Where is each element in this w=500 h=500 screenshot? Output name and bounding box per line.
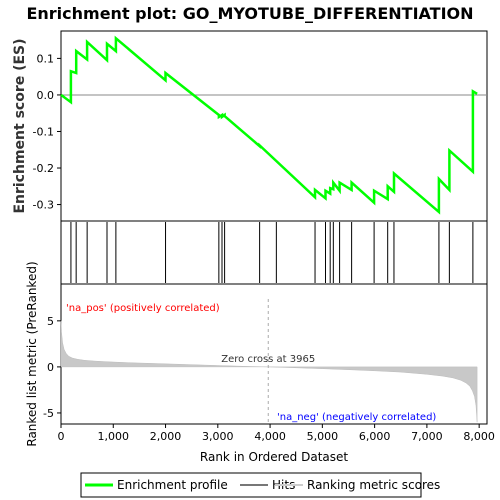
es-y-tick-label: -0.2 bbox=[33, 162, 54, 175]
negative-correlated-label: 'na_neg' (negatively correlated) bbox=[277, 412, 436, 423]
es-y-tick-label: 0.1 bbox=[37, 52, 55, 65]
ranking-y-ticks: -5 0 5 bbox=[43, 315, 61, 420]
legend-ranking-label: Ranking metric scores bbox=[307, 478, 440, 492]
x-tick-label: 5,000 bbox=[307, 430, 339, 443]
x-axis-label: Rank in Ordered Dataset bbox=[200, 450, 348, 464]
x-tick-label: 1,000 bbox=[98, 430, 130, 443]
x-tick-label: 8,000 bbox=[463, 430, 495, 443]
zero-cross-label: Zero cross at 3965 bbox=[221, 354, 315, 365]
ranking-y-tick-label: -5 bbox=[43, 407, 54, 420]
es-y-tick-label: -0.3 bbox=[33, 199, 54, 212]
ranking-y-tick-label: 5 bbox=[47, 315, 54, 328]
x-tick-label: 6,000 bbox=[359, 430, 391, 443]
es-panel-frame bbox=[60, 30, 488, 222]
enrichment-profile-line bbox=[60, 35, 478, 215]
hit-lines bbox=[70, 222, 474, 283]
chart-title: Enrichment plot: GO_MYOTUBE_DIFFERENTIAT… bbox=[26, 4, 473, 23]
x-tick-label: 2,000 bbox=[150, 430, 182, 443]
ranking-x-ticks: 0 1,000 2,000 3,000 4,000 5,000 6,000 7,000 8,00… bbox=[58, 424, 495, 443]
x-tick-label: 7,000 bbox=[411, 430, 443, 443]
legend-enrichment-label: Enrichment profile bbox=[117, 478, 228, 492]
es-y-axis-label: Enrichment score (ES) bbox=[12, 38, 28, 213]
es-y-tick-label: 0.0 bbox=[37, 89, 55, 102]
es-y-ticks: -0.3 -0.2 -0.1 0.0 0.1 bbox=[33, 52, 61, 212]
ranking-y-tick-label: 0 bbox=[47, 361, 54, 374]
positive-correlated-label: 'na_pos' (positively correlated) bbox=[66, 303, 220, 314]
ranking-panel-frame bbox=[60, 283, 488, 425]
x-tick-label: 0 bbox=[58, 430, 65, 443]
hits-panel-frame bbox=[60, 220, 488, 285]
es-y-tick-label: -0.1 bbox=[33, 125, 54, 138]
x-tick-label: 4,000 bbox=[254, 430, 286, 443]
ranking-y-axis-label: Ranked list metric (PreRanked) bbox=[25, 261, 39, 446]
x-tick-label: 3,000 bbox=[202, 430, 234, 443]
